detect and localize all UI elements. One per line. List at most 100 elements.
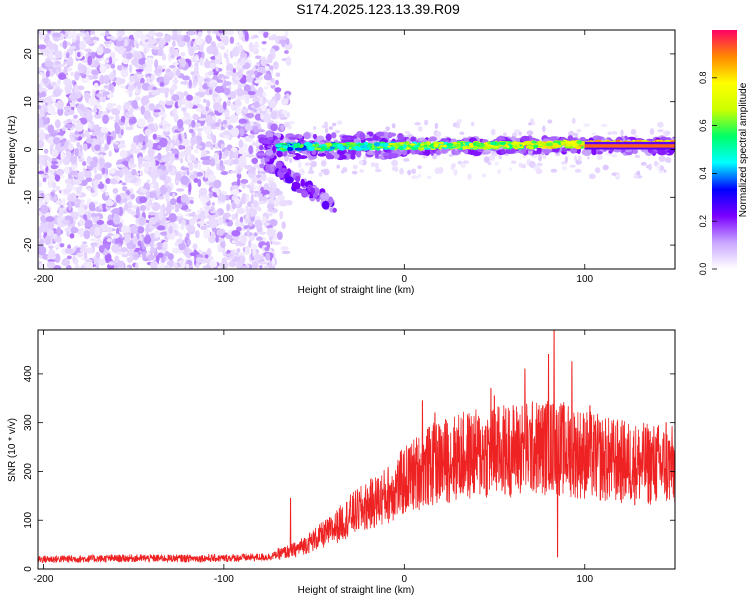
- heatmap-cell: [218, 30, 225, 34]
- heatmap-cell: [201, 109, 207, 115]
- heatmap-cell: [161, 53, 167, 61]
- heatmap-cell: [584, 144, 675, 148]
- heatmap-cell: [239, 265, 248, 269]
- heatmap-cell: [188, 162, 194, 172]
- heatmap-cell: [128, 64, 133, 73]
- heatmap-cell: [148, 199, 152, 206]
- y-tick-label: 100: [23, 511, 34, 528]
- heatmap-cell: [198, 80, 203, 87]
- heatmap-cell: [196, 171, 204, 177]
- heatmap-cell: [370, 162, 376, 167]
- heatmap-cell: [423, 119, 429, 126]
- heatmap-cell: [148, 30, 156, 37]
- heatmap-cell: [133, 254, 142, 258]
- heatmap-cell: [48, 245, 54, 249]
- heatmap-cell: [374, 149, 382, 155]
- heatmap-cell: [298, 134, 303, 140]
- heatmap-cell: [150, 260, 159, 269]
- heatmap-cell: [311, 149, 317, 155]
- heatmap-cell: [47, 95, 52, 105]
- heatmap-cell: [207, 174, 217, 182]
- heatmap-cell: [600, 123, 608, 128]
- heatmap-cell: [98, 258, 106, 266]
- heatmap-cell: [388, 132, 397, 137]
- heatmap-cell: [112, 233, 120, 239]
- heatmap-cell: [52, 88, 62, 97]
- heatmap-cell: [104, 253, 112, 262]
- heatmap-cell: [63, 189, 71, 195]
- heatmap-cell: [236, 178, 241, 187]
- heatmap-cell: [217, 105, 225, 113]
- heatmap-cell: [178, 145, 184, 150]
- heatmap-cell: [238, 156, 244, 165]
- heatmap-cell: [167, 253, 174, 261]
- heatmap-cell: [66, 255, 72, 260]
- heatmap-cell: [93, 186, 97, 191]
- heatmap-cell: [424, 148, 431, 156]
- heatmap-cell: [286, 147, 294, 152]
- heatmap-cell: [482, 148, 492, 153]
- heatmap-cell: [332, 144, 336, 148]
- heatmap-cell: [117, 35, 123, 42]
- heatmap-cell: [195, 262, 200, 268]
- colorbar-tick-label: 0.4: [698, 167, 708, 180]
- heatmap-cell: [620, 129, 624, 137]
- heatmap-cell: [502, 146, 508, 149]
- heatmap-cell: [528, 122, 532, 126]
- heatmap-cell: [103, 162, 112, 169]
- heatmap-cell: [438, 146, 442, 150]
- heatmap-cell: [167, 52, 173, 62]
- heatmap-cell: [60, 204, 64, 208]
- heatmap-cell: [59, 243, 65, 248]
- heatmap-cell: [152, 133, 157, 140]
- heatmap-cell: [615, 173, 621, 179]
- heatmap-cell: [164, 76, 173, 81]
- heatmap-cell: [258, 183, 262, 188]
- heatmap-cell: [255, 65, 259, 69]
- heatmap-cell: [520, 135, 531, 142]
- heatmap-cell: [180, 81, 189, 85]
- heatmap-cell: [314, 143, 320, 147]
- heatmap-cell: [96, 164, 100, 170]
- snr-x-label: Height of straight line (km): [298, 585, 415, 596]
- heatmap-cell: [185, 145, 192, 156]
- heatmap-cell: [189, 218, 196, 226]
- heatmap-cell: [148, 216, 157, 225]
- heatmap-cell: [137, 133, 145, 143]
- heatmap-cell: [183, 34, 191, 43]
- heatmap-cell: [334, 130, 340, 134]
- heatmap-cell: [265, 149, 274, 156]
- heatmap-cell: [212, 46, 219, 57]
- heatmap-cell: [131, 58, 139, 66]
- heatmap-cell: [255, 152, 265, 156]
- heatmap-cell: [96, 93, 103, 98]
- heatmap-cell: [285, 38, 290, 46]
- heatmap-cell: [399, 142, 405, 146]
- heatmap-cell: [144, 135, 148, 144]
- heatmap-cell: [576, 140, 583, 145]
- heatmap-cell: [186, 224, 195, 233]
- heatmap-cell: [139, 204, 147, 212]
- heatmap-cell: [536, 140, 543, 145]
- heatmap-cell: [244, 93, 250, 101]
- heatmap-cell: [411, 168, 417, 175]
- heatmap-cell: [89, 226, 96, 235]
- heatmap-cell: [108, 261, 115, 266]
- heatmap-cell: [54, 103, 58, 107]
- heatmap-cell: [85, 176, 93, 183]
- heatmap-cell: [257, 129, 266, 133]
- heatmap-cell: [93, 74, 97, 80]
- heatmap-cell: [251, 260, 259, 269]
- heatmap-cell: [79, 201, 85, 209]
- heatmap-cell: [118, 192, 128, 200]
- heatmap-cell: [208, 89, 213, 95]
- heatmap-cell: [140, 105, 145, 115]
- heatmap-cell: [483, 142, 489, 145]
- heatmap-cell: [44, 235, 52, 246]
- heatmap-cell: [483, 156, 490, 163]
- heatmap-cell: [582, 148, 592, 156]
- heatmap-cell: [632, 149, 638, 155]
- heatmap-cell: [664, 157, 672, 164]
- heatmap-cell: [188, 182, 192, 193]
- heatmap-cell: [281, 97, 289, 106]
